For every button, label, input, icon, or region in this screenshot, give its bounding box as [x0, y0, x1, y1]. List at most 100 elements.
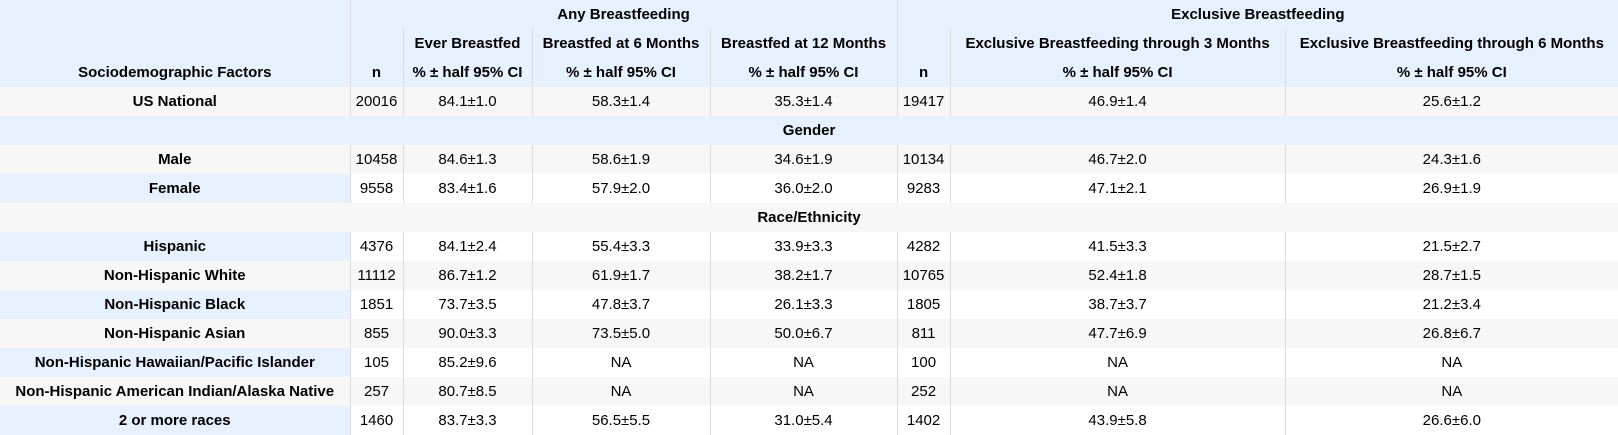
header-ci-twelve: % ± half 95% CI [709, 58, 898, 87]
cell-exclusive-3-months: 52.4±1.8 [949, 261, 1286, 290]
row-label: Male [0, 145, 350, 174]
cell-n-exclusive: 10765 [896, 261, 951, 290]
cell-n-exclusive: 1402 [896, 406, 951, 435]
table-row: Non-Hispanic White 11112 86.7±1.2 61.9±1… [0, 261, 1618, 290]
table-row: Non-Hispanic American Indian/Alaska Nati… [0, 377, 1618, 406]
row-label: Non-Hispanic White [0, 261, 350, 290]
table-row: Male 10458 84.6±1.3 58.6±1.9 34.6±1.9 10… [0, 145, 1618, 174]
table-row: Hispanic 4376 84.1±2.4 55.4±3.3 33.9±3.3… [0, 232, 1618, 261]
cell-exclusive-3-months: 38.7±3.7 [949, 290, 1286, 319]
cell-exclusive-6-months: 21.2±3.4 [1284, 290, 1618, 319]
header-breastfed-12-months: Breastfed at 12 Months [709, 29, 898, 58]
header-exclusive-breastfeeding: Exclusive Breastfeeding [896, 0, 1618, 29]
header-n-any: n [349, 58, 403, 87]
cell-exclusive-3-months: 41.5±3.3 [949, 232, 1286, 261]
cell-exclusive-3-months: 43.9±5.8 [949, 406, 1286, 435]
cell-breastfed-12-months: 50.0±6.7 [709, 319, 898, 348]
cell-n-any: 4376 [349, 232, 403, 261]
cell-exclusive-6-months: 26.6±6.0 [1284, 406, 1618, 435]
row-label: Non-Hispanic Hawaiian/Pacific Islander [0, 348, 350, 377]
header-row-groups: Any Breastfeeding Exclusive Breastfeedin… [0, 0, 1618, 29]
cell-breastfed-12-months: 36.0±2.0 [709, 174, 898, 203]
cell-n-exclusive: 811 [896, 319, 951, 348]
cell-ever-breastfed: 84.1±2.4 [402, 232, 532, 261]
cell-ever-breastfed: 90.0±3.3 [402, 319, 532, 348]
header-blank-n1 [349, 29, 403, 58]
cell-breastfed-6-months: 58.6±1.9 [531, 145, 710, 174]
section-row-gender: Gender [0, 116, 1618, 145]
cell-exclusive-6-months: 28.7±1.5 [1284, 261, 1618, 290]
row-label: Hispanic [0, 232, 350, 261]
header-blank-n2 [896, 29, 951, 58]
cell-n-any: 11112 [349, 261, 403, 290]
cell-breastfed-6-months: NA [531, 377, 710, 406]
cell-breastfed-6-months: 61.9±1.7 [531, 261, 710, 290]
cell-breastfed-6-months: 58.3±1.4 [531, 87, 710, 116]
cell-ever-breastfed: 86.7±1.2 [402, 261, 532, 290]
header-exclusive-3-months: Exclusive Breastfeeding through 3 Months [949, 29, 1286, 58]
cell-ever-breastfed: 80.7±8.5 [402, 377, 532, 406]
header-blank-cell [0, 29, 350, 58]
header-blank-cell [0, 0, 350, 29]
section-title: Race/Ethnicity [0, 203, 1618, 232]
header-any-breastfeeding: Any Breastfeeding [349, 0, 898, 29]
cell-ever-breastfed: 73.7±3.5 [402, 290, 532, 319]
row-label: Non-Hispanic Asian [0, 319, 350, 348]
cell-exclusive-3-months: 46.7±2.0 [949, 145, 1286, 174]
table-row: Non-Hispanic Asian 855 90.0±3.3 73.5±5.0… [0, 319, 1618, 348]
cell-breastfed-12-months: NA [709, 348, 898, 377]
cell-n-any: 855 [349, 319, 403, 348]
cell-exclusive-6-months: 26.9±1.9 [1284, 174, 1618, 203]
header-ci-ex3: % ± half 95% CI [949, 58, 1286, 87]
cell-n-any: 1460 [349, 406, 403, 435]
cell-n-exclusive: 19417 [896, 87, 951, 116]
cell-breastfed-12-months: NA [709, 377, 898, 406]
cell-exclusive-6-months: 25.6±1.2 [1284, 87, 1618, 116]
section-title: Gender [0, 116, 1618, 145]
cell-n-exclusive: 10134 [896, 145, 951, 174]
cell-exclusive-3-months: 47.7±6.9 [949, 319, 1286, 348]
cell-exclusive-6-months: NA [1284, 348, 1618, 377]
table-row-us-national: US National 20016 84.1±1.0 58.3±1.4 35.3… [0, 87, 1618, 116]
cell-exclusive-6-months: 21.5±2.7 [1284, 232, 1618, 261]
header-breastfed-6-months: Breastfed at 6 Months [531, 29, 710, 58]
cell-exclusive-3-months: NA [949, 348, 1286, 377]
header-n-exclusive: n [896, 58, 951, 87]
row-label: Female [0, 174, 350, 203]
cell-n-any: 20016 [349, 87, 403, 116]
cell-n-exclusive: 9283 [896, 174, 951, 203]
cell-n-exclusive: 100 [896, 348, 951, 377]
cell-ever-breastfed: 85.2±9.6 [402, 348, 532, 377]
cell-breastfed-12-months: 38.2±1.7 [709, 261, 898, 290]
cell-breastfed-6-months: 73.5±5.0 [531, 319, 710, 348]
cell-breastfed-6-months: 55.4±3.3 [531, 232, 710, 261]
header-row-subgroups: Ever Breastfed Breastfed at 6 Months Bre… [0, 29, 1618, 58]
table-row: Female 9558 83.4±1.6 57.9±2.0 36.0±2.0 9… [0, 174, 1618, 203]
cell-breastfed-12-months: 34.6±1.9 [709, 145, 898, 174]
cell-ever-breastfed: 84.1±1.0 [402, 87, 532, 116]
cell-n-any: 105 [349, 348, 403, 377]
row-label: Non-Hispanic American Indian/Alaska Nati… [0, 377, 350, 406]
section-row-race-ethnicity: Race/Ethnicity [0, 203, 1618, 232]
cell-ever-breastfed: 84.6±1.3 [402, 145, 532, 174]
cell-n-exclusive: 252 [896, 377, 951, 406]
cell-exclusive-6-months: 24.3±1.6 [1284, 145, 1618, 174]
header-row-columns: Sociodemographic Factors n % ± half 95% … [0, 58, 1618, 87]
header-ever-breastfed: Ever Breastfed [402, 29, 532, 58]
header-ci-six: % ± half 95% CI [531, 58, 710, 87]
cell-breastfed-12-months: 26.1±3.3 [709, 290, 898, 319]
row-label: US National [0, 87, 350, 116]
header-sociodemographic-factors: Sociodemographic Factors [0, 58, 350, 87]
cell-n-exclusive: 1805 [896, 290, 951, 319]
cell-n-exclusive: 4282 [896, 232, 951, 261]
cell-ever-breastfed: 83.7±3.3 [402, 406, 532, 435]
table-row: 2 or more races 1460 83.7±3.3 56.5±5.5 3… [0, 406, 1618, 435]
cell-breastfed-6-months: 57.9±2.0 [531, 174, 710, 203]
cell-exclusive-3-months: 47.1±2.1 [949, 174, 1286, 203]
cell-n-any: 10458 [349, 145, 403, 174]
cell-breastfed-6-months: 47.8±3.7 [531, 290, 710, 319]
cell-n-any: 9558 [349, 174, 403, 203]
table-row: Non-Hispanic Black 1851 73.7±3.5 47.8±3.… [0, 290, 1618, 319]
cell-exclusive-3-months: NA [949, 377, 1286, 406]
